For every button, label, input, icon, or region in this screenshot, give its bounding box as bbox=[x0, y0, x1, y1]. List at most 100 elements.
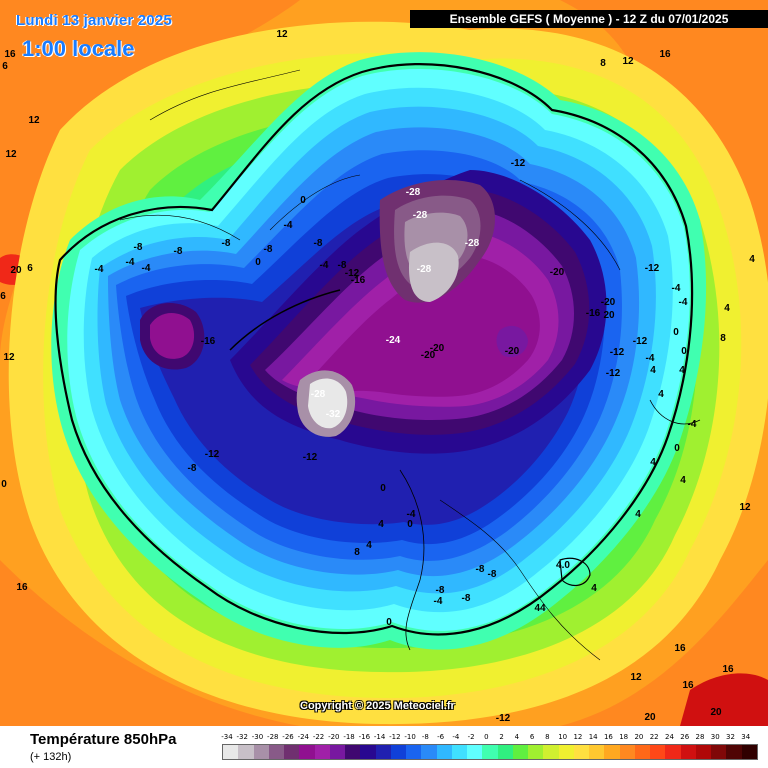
isotherm-label: -16 bbox=[586, 308, 601, 319]
isotherm-label: -28 bbox=[417, 264, 432, 275]
legend-swatch bbox=[436, 745, 452, 759]
isotherm-label: 12 bbox=[3, 352, 15, 363]
isotherm-label: 12 bbox=[28, 115, 40, 126]
legend-swatch bbox=[512, 745, 528, 759]
isotherm-label: 16 bbox=[682, 680, 694, 691]
isotherm-label: 12 bbox=[622, 56, 634, 67]
legend-swatch bbox=[238, 745, 254, 759]
isotherm-label: -8 bbox=[264, 244, 273, 255]
isotherm-label: -16 bbox=[201, 336, 216, 347]
legend-swatch bbox=[421, 745, 437, 759]
legend-swatch bbox=[711, 745, 727, 759]
isotherm-label: 0 bbox=[673, 327, 679, 338]
isotherm-label: 4 bbox=[650, 365, 656, 376]
isotherm-label: -4 bbox=[284, 220, 293, 231]
isotherm-label: -32 bbox=[326, 409, 341, 420]
legend-value: 10 bbox=[558, 733, 568, 741]
isotherm-label: 20 bbox=[710, 707, 722, 718]
isotherm-label: -8 bbox=[314, 238, 323, 249]
isotherm-label: -8 bbox=[188, 463, 197, 474]
lead-time: (+ 132h) bbox=[30, 751, 72, 763]
legend-value: -22 bbox=[312, 733, 325, 741]
legend-value: -8 bbox=[421, 733, 429, 741]
isotherm-label: -12 bbox=[610, 347, 625, 358]
legend-value: -16 bbox=[358, 733, 371, 741]
isotherm-label: -4 bbox=[434, 596, 443, 607]
legend-value: -20 bbox=[328, 733, 340, 741]
isotherm-label: -12 bbox=[345, 268, 360, 279]
isotherm-label: -4 bbox=[95, 264, 104, 275]
isotherm-label: -20 bbox=[601, 297, 616, 308]
legend-value: 30 bbox=[710, 733, 720, 741]
isotherm-label: 4.0 bbox=[556, 560, 570, 571]
legend-value: -30 bbox=[251, 733, 264, 741]
isotherm-label: 4 bbox=[749, 254, 755, 265]
isotherm-label: -12 bbox=[303, 452, 318, 463]
isotherm-label: -8 bbox=[436, 585, 445, 596]
footer: Température 850hPa (+ 132h) -34 -32 -30 -28… bbox=[0, 726, 768, 768]
legend-value: 22 bbox=[649, 733, 659, 741]
legend-swatch bbox=[223, 745, 239, 759]
legend-swatch bbox=[268, 745, 284, 759]
isotherm-label: 44 bbox=[534, 603, 546, 614]
legend-swatch bbox=[665, 745, 681, 759]
local-time: 1:00 locale bbox=[22, 36, 135, 61]
legend-value: 26 bbox=[680, 733, 690, 741]
isotherm-label: -12 bbox=[511, 158, 526, 169]
forecast-date: Lundi 13 janvier 2025 bbox=[16, 12, 172, 29]
legend-value: -24 bbox=[297, 733, 309, 741]
legend-swatch bbox=[543, 745, 559, 759]
isotherm-label: -4 bbox=[142, 263, 151, 274]
legend-value: 34 bbox=[741, 733, 751, 741]
legend-value: -12 bbox=[389, 733, 401, 741]
isotherm-label: -8 bbox=[222, 238, 231, 249]
isotherm-label: 12 bbox=[630, 672, 642, 683]
isotherm-label: -8 bbox=[134, 242, 143, 253]
legend-swatch bbox=[329, 745, 345, 759]
isotherm-label: -4 bbox=[126, 257, 135, 268]
isotherm-label: -28 bbox=[406, 187, 421, 198]
isotherm-label: 0 bbox=[300, 195, 306, 206]
isotherm-label: -8 bbox=[338, 260, 347, 271]
legend-value: 28 bbox=[695, 733, 705, 741]
isotherm-label: -20 bbox=[550, 267, 565, 278]
legend-value: -18 bbox=[343, 733, 355, 741]
isotherm-label: -12 bbox=[606, 368, 621, 379]
isotherm-label: 4 bbox=[378, 519, 384, 530]
isotherm-label: 6 bbox=[2, 61, 8, 72]
legend-swatch bbox=[695, 745, 711, 759]
isotherm-label: 0 bbox=[1, 479, 7, 490]
isotherm-label: 6 bbox=[0, 291, 6, 302]
isotherm-label: -4 bbox=[688, 419, 697, 430]
isotherm-label: 0 bbox=[255, 257, 261, 268]
legend-swatch bbox=[451, 745, 467, 759]
isotherm-label: 16 bbox=[4, 49, 16, 60]
isotherm-label: 8 bbox=[720, 333, 726, 344]
legend-value: 8 bbox=[545, 733, 550, 741]
legend-value: 32 bbox=[726, 733, 735, 741]
isotherm-label: 4 bbox=[680, 475, 686, 486]
isotherm-label: -8 bbox=[488, 569, 497, 580]
legend-swatch bbox=[619, 745, 635, 759]
legend-value: -28 bbox=[267, 733, 279, 741]
isotherm-label: -12 bbox=[496, 713, 511, 724]
isotherm-label: 0 bbox=[674, 443, 680, 454]
legend-swatch bbox=[390, 745, 406, 759]
legend-swatch bbox=[634, 745, 650, 759]
isotherm-label: -28 bbox=[465, 238, 480, 249]
legend-swatch bbox=[589, 745, 605, 759]
isotherm-label: 4 bbox=[591, 583, 597, 594]
legend-value: 24 bbox=[664, 733, 674, 741]
isotherm-label: 0 bbox=[681, 346, 687, 357]
legend-swatch bbox=[650, 745, 666, 759]
legend-value: 6 bbox=[529, 733, 535, 741]
legend-swatch bbox=[467, 745, 483, 759]
legend-color-bar bbox=[222, 744, 758, 760]
legend-value: -6 bbox=[437, 733, 445, 741]
isotherm-label: -8 bbox=[462, 593, 471, 604]
isotherm-label: -20 bbox=[505, 346, 520, 357]
isotherm-label: -4 bbox=[672, 283, 681, 294]
isotherm-label: 20 bbox=[603, 310, 615, 321]
